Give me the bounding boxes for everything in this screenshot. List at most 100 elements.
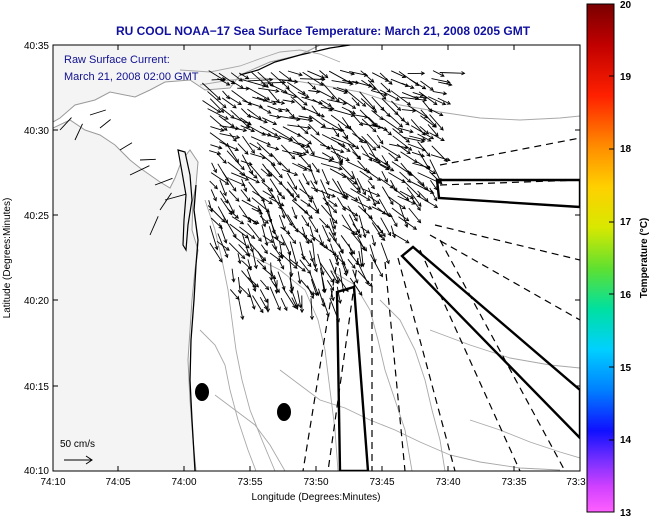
current-vector-head bbox=[362, 191, 366, 196]
current-vector bbox=[307, 81, 316, 90]
current-vector bbox=[322, 197, 337, 214]
current-vector bbox=[89, 109, 106, 116]
current-vector-head bbox=[319, 81, 324, 86]
current-vector bbox=[332, 127, 340, 137]
current-vector-head bbox=[362, 102, 367, 107]
scale-arrow bbox=[64, 455, 93, 465]
current-vector-head bbox=[293, 215, 298, 220]
current-vector bbox=[298, 115, 312, 119]
current-vector bbox=[248, 181, 265, 202]
y-tick-label: 40:15 bbox=[24, 382, 49, 393]
current-vector bbox=[367, 180, 375, 189]
current-vector-head bbox=[335, 98, 340, 103]
figure-title: RU COOL NOAA−17 Sea Surface Temperature:… bbox=[116, 24, 531, 38]
current-vector bbox=[327, 99, 347, 105]
current-vector-head bbox=[386, 112, 391, 118]
y-tick-label: 40:20 bbox=[24, 296, 49, 307]
current-vector bbox=[268, 89, 280, 103]
colorbar-tick-label: 16 bbox=[620, 290, 632, 301]
current-vector bbox=[219, 179, 227, 196]
current-vector bbox=[256, 259, 267, 270]
current-vector bbox=[270, 152, 282, 166]
inset-line-1: Raw Surface Current: bbox=[64, 54, 170, 66]
current-vector bbox=[357, 196, 366, 213]
current-vector-head bbox=[405, 121, 410, 126]
x-tick-label: 73:50 bbox=[303, 477, 328, 488]
x-tick-label: 73:40 bbox=[435, 477, 460, 488]
current-vector bbox=[370, 254, 383, 277]
current-vector bbox=[260, 244, 268, 254]
current-vector-head bbox=[298, 304, 303, 309]
current-vector bbox=[392, 135, 412, 151]
current-vector bbox=[287, 88, 308, 106]
current-vector bbox=[306, 285, 314, 299]
current-vector-head bbox=[264, 298, 268, 304]
current-vector bbox=[268, 226, 277, 250]
current-vector bbox=[257, 251, 265, 263]
current-vector-head bbox=[406, 101, 412, 106]
x-axis-label: Longitude (Degrees:Minutes) bbox=[252, 492, 381, 503]
bathymetry-contours bbox=[179, 49, 580, 471]
current-vector bbox=[342, 135, 359, 150]
current-vector-head bbox=[336, 318, 340, 323]
current-vector-head bbox=[250, 128, 256, 133]
current-vector bbox=[312, 260, 318, 272]
current-vector-head bbox=[354, 279, 359, 284]
current-vector bbox=[268, 217, 279, 240]
current-vector-head bbox=[268, 200, 273, 205]
current-vector-head bbox=[388, 213, 393, 217]
current-vector bbox=[231, 216, 244, 225]
current-vector bbox=[362, 153, 381, 163]
current-vector bbox=[297, 163, 313, 172]
current-vector-head bbox=[324, 224, 329, 229]
current-vector bbox=[361, 135, 377, 151]
current-vector bbox=[428, 96, 446, 105]
current-vector bbox=[329, 159, 343, 165]
current-vector bbox=[347, 258, 356, 269]
current-vector bbox=[164, 193, 186, 201]
current-vector-head bbox=[293, 172, 299, 176]
current-vector-head bbox=[372, 242, 377, 247]
current-vector bbox=[229, 132, 237, 142]
current-vector bbox=[429, 159, 442, 182]
current-vector-head bbox=[389, 200, 394, 206]
current-vector-head bbox=[446, 79, 451, 84]
current-vector bbox=[360, 70, 374, 83]
current-vector bbox=[278, 79, 298, 83]
x-tick-label: 74:10 bbox=[40, 477, 65, 488]
current-vector bbox=[279, 115, 300, 121]
current-vector bbox=[207, 205, 226, 223]
current-vector bbox=[348, 243, 353, 255]
current-vector-head bbox=[333, 219, 338, 225]
current-vector-head bbox=[355, 145, 360, 150]
current-vector-head bbox=[341, 288, 346, 294]
current-vector-head bbox=[308, 167, 313, 172]
current-vector-head bbox=[305, 94, 310, 98]
current-vector bbox=[210, 172, 229, 185]
current-vector bbox=[219, 141, 239, 151]
current-vector bbox=[240, 189, 251, 202]
current-vector bbox=[259, 152, 276, 166]
current-vector bbox=[339, 164, 355, 180]
current-vector-head bbox=[290, 192, 295, 198]
current-vector bbox=[330, 288, 334, 301]
current-vector-head bbox=[234, 214, 240, 219]
current-vector bbox=[258, 87, 279, 92]
current-vector bbox=[297, 91, 309, 98]
current-vector bbox=[249, 142, 262, 151]
current-vector bbox=[262, 163, 272, 177]
current-vector-head bbox=[412, 108, 417, 113]
current-vector bbox=[154, 177, 173, 186]
current-vector bbox=[329, 168, 347, 178]
current-vector bbox=[330, 114, 349, 129]
y-axis: 40:35 40:30 40:25 40:20 40:15 40:10 bbox=[24, 41, 580, 477]
current-vector bbox=[420, 115, 436, 128]
current-vector bbox=[159, 192, 172, 211]
current-vector bbox=[289, 258, 306, 272]
current-vector-head bbox=[242, 128, 248, 133]
current-vector bbox=[381, 117, 403, 133]
current-vector bbox=[381, 126, 392, 136]
current-vector-head bbox=[277, 161, 282, 166]
current-vector-head bbox=[230, 80, 236, 85]
colorbar-gradient bbox=[586, 3, 615, 513]
